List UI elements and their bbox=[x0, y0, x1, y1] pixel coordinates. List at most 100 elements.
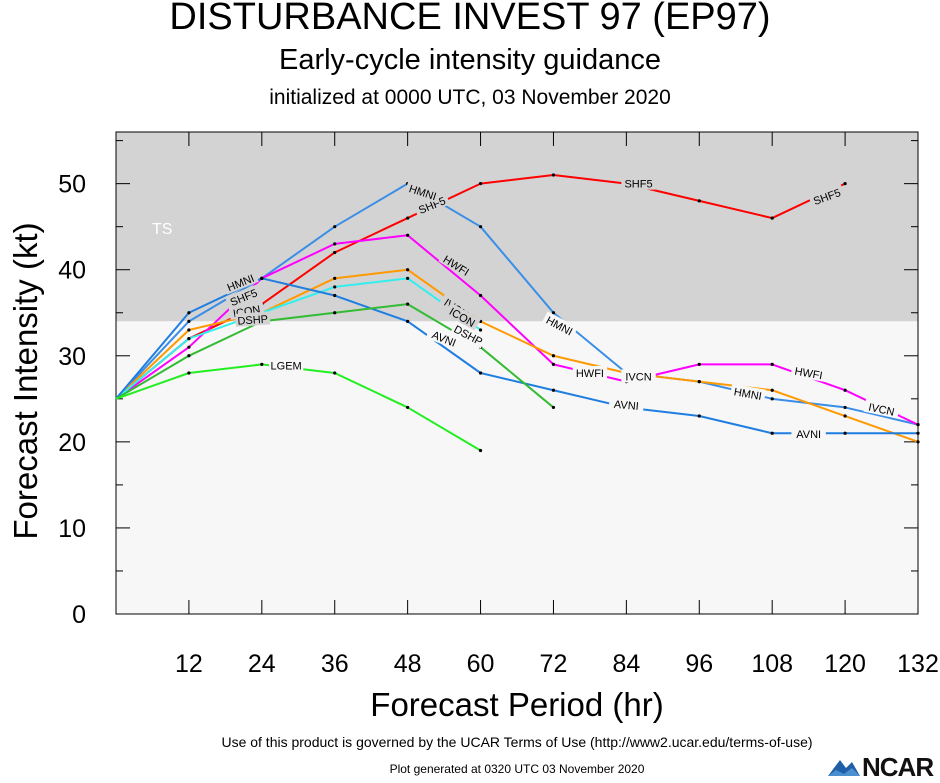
data-point-shf5 bbox=[406, 216, 410, 220]
data-point-hmni bbox=[770, 397, 774, 401]
series-label-bg bbox=[572, 366, 608, 379]
series-label-ivcn: IVCN bbox=[621, 369, 656, 383]
y-tick-label: 50 bbox=[58, 171, 86, 199]
x-tick-label: 84 bbox=[612, 650, 640, 678]
data-point-hmni bbox=[333, 225, 337, 229]
data-point-lgem bbox=[260, 362, 264, 366]
data-point-icon bbox=[406, 276, 410, 280]
data-point-shf5 bbox=[697, 199, 701, 203]
series-label-bg bbox=[225, 284, 262, 310]
x-tick-label: 12 bbox=[175, 650, 203, 678]
data-point-shf5 bbox=[770, 216, 774, 220]
series-label-bg bbox=[235, 311, 271, 327]
data-point-hwfi bbox=[551, 362, 556, 366]
x-tick-label: 108 bbox=[751, 650, 793, 678]
data-point-avni bbox=[770, 431, 774, 435]
data-point-hwfi bbox=[697, 362, 701, 366]
series-label-bg bbox=[438, 250, 475, 280]
x-tick-label: 96 bbox=[685, 650, 713, 678]
data-point-dshp bbox=[406, 302, 410, 306]
data-point-icon bbox=[333, 285, 337, 289]
data-point-dshp bbox=[551, 405, 556, 410]
data-point-avni bbox=[333, 293, 337, 298]
x-tick-label: 36 bbox=[321, 650, 349, 678]
data-point-hmni bbox=[551, 311, 556, 315]
ncar-logo-text: NCAR bbox=[862, 752, 934, 782]
data-point-ivcn bbox=[333, 276, 337, 280]
series-label-bg bbox=[621, 176, 656, 190]
data-point-avni bbox=[697, 414, 701, 418]
data-point-shf5 bbox=[551, 173, 556, 177]
data-point-avni bbox=[916, 431, 920, 435]
data-point-lgem bbox=[333, 371, 337, 375]
series-label-avni: AVNI bbox=[791, 427, 826, 441]
data-point-ivcn bbox=[551, 354, 556, 358]
series-label-shf5: SHF5 bbox=[621, 176, 656, 191]
series-label-bg bbox=[404, 180, 442, 204]
terms-of-use-note: Use of this product is governed by the U… bbox=[221, 734, 813, 750]
data-point-hwfi bbox=[406, 233, 410, 237]
data-point-shf5 bbox=[333, 250, 337, 255]
data-point-hwfi bbox=[478, 293, 483, 298]
plot-generated-time: Plot generated at 0320 UTC 03 November 2… bbox=[389, 762, 645, 776]
series-label-text: HWFI bbox=[576, 368, 604, 380]
data-point-hwfi bbox=[843, 388, 847, 392]
data-point-ivcn bbox=[843, 414, 847, 418]
series-label-text: HMNI bbox=[733, 386, 763, 403]
y-tick-label: 30 bbox=[58, 343, 86, 371]
y-tick-label: 10 bbox=[58, 515, 86, 543]
data-point-avni bbox=[551, 388, 556, 392]
data-point-lgem bbox=[406, 405, 410, 410]
x-tick-label: 120 bbox=[824, 650, 866, 678]
data-point-hwfi bbox=[187, 345, 191, 349]
series-label-text: SHF5 bbox=[624, 179, 652, 191]
data-point-lgem bbox=[478, 448, 483, 453]
series-label-bg bbox=[729, 383, 767, 403]
series-label-text: IVCN bbox=[867, 402, 895, 419]
data-point-avni bbox=[187, 311, 191, 315]
chart-init-time: initialized at 0000 UTC, 03 November 202… bbox=[269, 86, 671, 109]
data-point-shf5 bbox=[478, 182, 483, 186]
series-label-bg bbox=[791, 427, 826, 441]
data-point-ivcn bbox=[916, 440, 920, 444]
x-tick-label: 132 bbox=[897, 650, 939, 678]
data-point-hmni bbox=[478, 225, 483, 229]
series-label-bg bbox=[608, 396, 645, 413]
series-label-bg bbox=[425, 325, 463, 351]
data-point-dshp bbox=[187, 354, 191, 358]
data-point-ivcn bbox=[770, 388, 774, 392]
series-label-text: DSHP bbox=[237, 314, 268, 328]
series-label-bg bbox=[413, 192, 451, 218]
data-point-avni bbox=[406, 319, 410, 323]
x-tick-label: 24 bbox=[248, 650, 276, 678]
series-line-icon bbox=[115, 277, 482, 400]
series-label-bg bbox=[541, 311, 579, 340]
data-point-shf5 bbox=[843, 182, 847, 186]
y-tick-label: 40 bbox=[58, 257, 86, 285]
data-point-ivcn bbox=[187, 328, 191, 332]
data-point-dshp bbox=[333, 311, 337, 315]
ncar-wave-icon bbox=[828, 759, 860, 776]
series-label-dshp: DSHP bbox=[235, 311, 271, 328]
y-tick-label: 20 bbox=[58, 429, 86, 457]
x-tick-label: 60 bbox=[467, 650, 495, 678]
data-point-hmni bbox=[843, 405, 847, 410]
series-label-hwfi: HWFI bbox=[572, 366, 608, 380]
series-label-hwfi: HWFI bbox=[790, 363, 827, 383]
data-point-icon bbox=[478, 328, 483, 332]
x-axis-label: Forecast Period (hr) bbox=[370, 686, 664, 723]
data-point-hwfi bbox=[916, 423, 920, 427]
data-point-avni bbox=[843, 431, 847, 435]
series-label-bg bbox=[621, 369, 656, 383]
plot-frame bbox=[115, 131, 919, 615]
chart-subtitle: Early-cycle intensity guidance bbox=[278, 44, 661, 76]
series-label-text: LGEM bbox=[271, 360, 302, 372]
data-point-avni bbox=[478, 371, 483, 375]
data-point-lgem bbox=[187, 371, 191, 375]
series-label-bg bbox=[268, 358, 304, 372]
series-label-bg bbox=[863, 398, 900, 419]
series-label-bg bbox=[450, 320, 487, 349]
series-label-avni: AVNI bbox=[608, 396, 645, 413]
series-line-hmni bbox=[115, 182, 919, 426]
series-label-text: HWFI bbox=[794, 366, 824, 383]
